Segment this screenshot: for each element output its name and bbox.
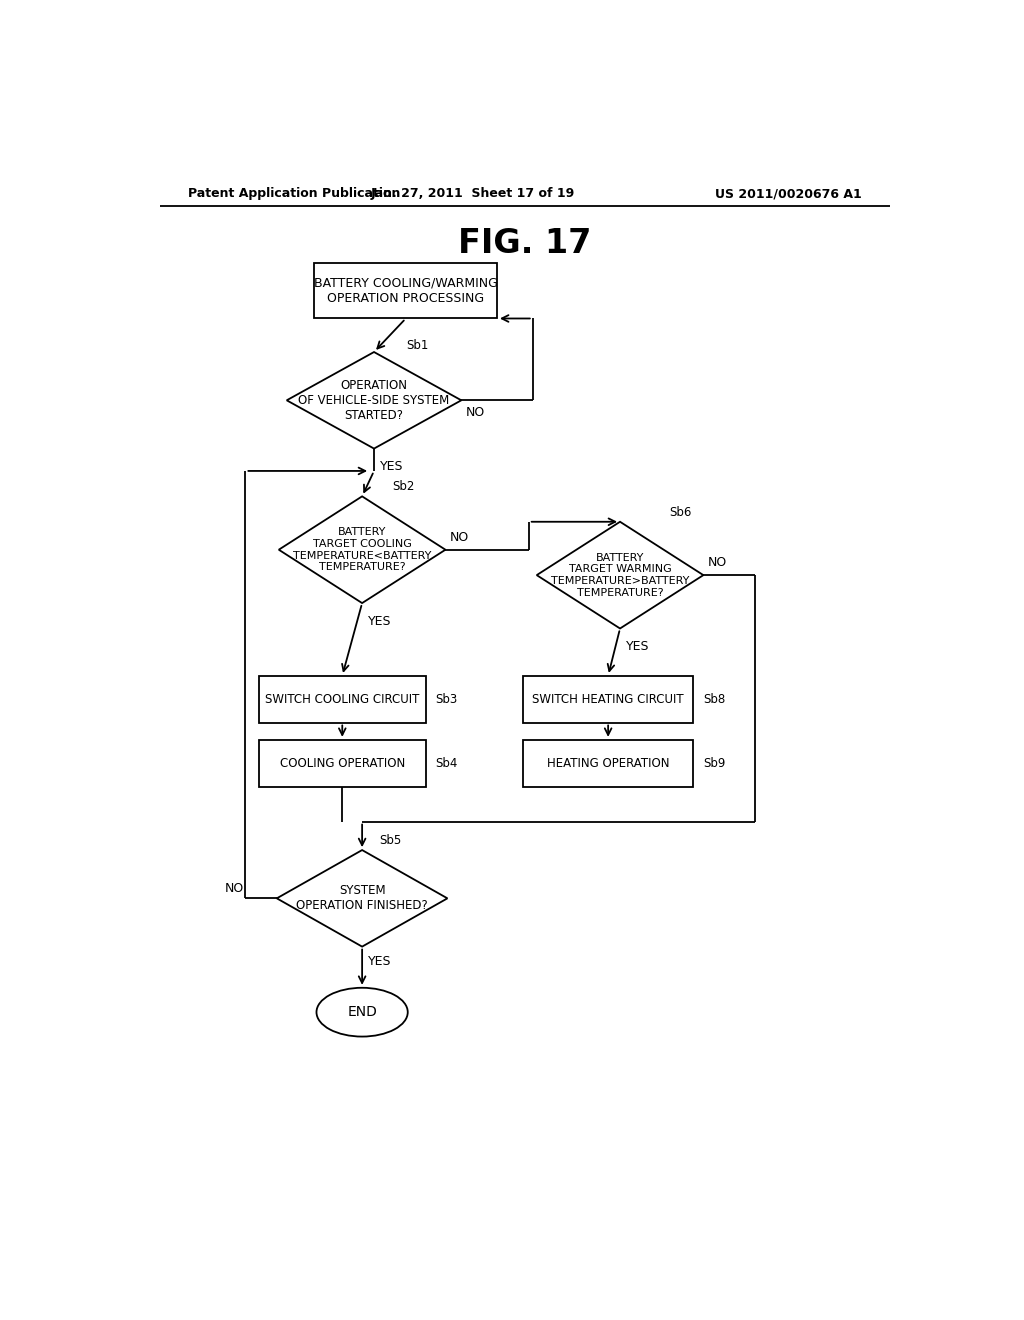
- Text: HEATING OPERATION: HEATING OPERATION: [547, 756, 670, 770]
- Text: NO: NO: [708, 557, 727, 569]
- Text: YES: YES: [369, 615, 392, 628]
- Text: Sb4: Sb4: [435, 756, 458, 770]
- Text: SYSTEM
OPERATION FINISHED?: SYSTEM OPERATION FINISHED?: [296, 884, 428, 912]
- Text: OPERATION
OF VEHICLE-SIDE SYSTEM
STARTED?: OPERATION OF VEHICLE-SIDE SYSTEM STARTED…: [298, 379, 450, 422]
- FancyBboxPatch shape: [523, 739, 693, 787]
- Text: NO: NO: [465, 407, 484, 418]
- Text: YES: YES: [380, 461, 403, 474]
- Text: Patent Application Publication: Patent Application Publication: [187, 187, 400, 201]
- Text: BATTERY COOLING/WARMING
OPERATION PROCESSING: BATTERY COOLING/WARMING OPERATION PROCES…: [313, 276, 498, 305]
- Text: COOLING OPERATION: COOLING OPERATION: [280, 756, 404, 770]
- Text: NO: NO: [450, 531, 469, 544]
- Text: Sb5: Sb5: [380, 834, 401, 847]
- Text: Sb6: Sb6: [670, 506, 691, 519]
- Text: YES: YES: [627, 640, 650, 653]
- Text: Sb9: Sb9: [702, 756, 725, 770]
- FancyBboxPatch shape: [523, 676, 693, 722]
- FancyBboxPatch shape: [259, 739, 426, 787]
- Text: YES: YES: [369, 956, 392, 969]
- Text: SWITCH COOLING CIRCUIT: SWITCH COOLING CIRCUIT: [265, 693, 420, 706]
- Text: Sb3: Sb3: [435, 693, 458, 706]
- Text: Sb1: Sb1: [406, 339, 428, 352]
- Polygon shape: [276, 850, 447, 946]
- FancyBboxPatch shape: [314, 263, 497, 318]
- Text: Sb2: Sb2: [392, 480, 415, 494]
- Text: NO: NO: [225, 882, 245, 895]
- Text: END: END: [347, 1005, 377, 1019]
- Text: Jan. 27, 2011  Sheet 17 of 19: Jan. 27, 2011 Sheet 17 of 19: [371, 187, 575, 201]
- Polygon shape: [537, 521, 703, 628]
- Text: FIG. 17: FIG. 17: [458, 227, 592, 260]
- Polygon shape: [287, 352, 461, 449]
- Text: BATTERY
TARGET COOLING
TEMPERATURE<BATTERY
TEMPERATURE?: BATTERY TARGET COOLING TEMPERATURE<BATTE…: [293, 527, 431, 572]
- Polygon shape: [279, 496, 445, 603]
- Ellipse shape: [316, 987, 408, 1036]
- Text: Sb8: Sb8: [702, 693, 725, 706]
- Text: US 2011/0020676 A1: US 2011/0020676 A1: [716, 187, 862, 201]
- Text: SWITCH HEATING CIRCUIT: SWITCH HEATING CIRCUIT: [532, 693, 684, 706]
- FancyBboxPatch shape: [259, 676, 426, 722]
- Text: BATTERY
TARGET WARMING
TEMPERATURE>BATTERY
TEMPERATURE?: BATTERY TARGET WARMING TEMPERATURE>BATTE…: [551, 553, 689, 598]
